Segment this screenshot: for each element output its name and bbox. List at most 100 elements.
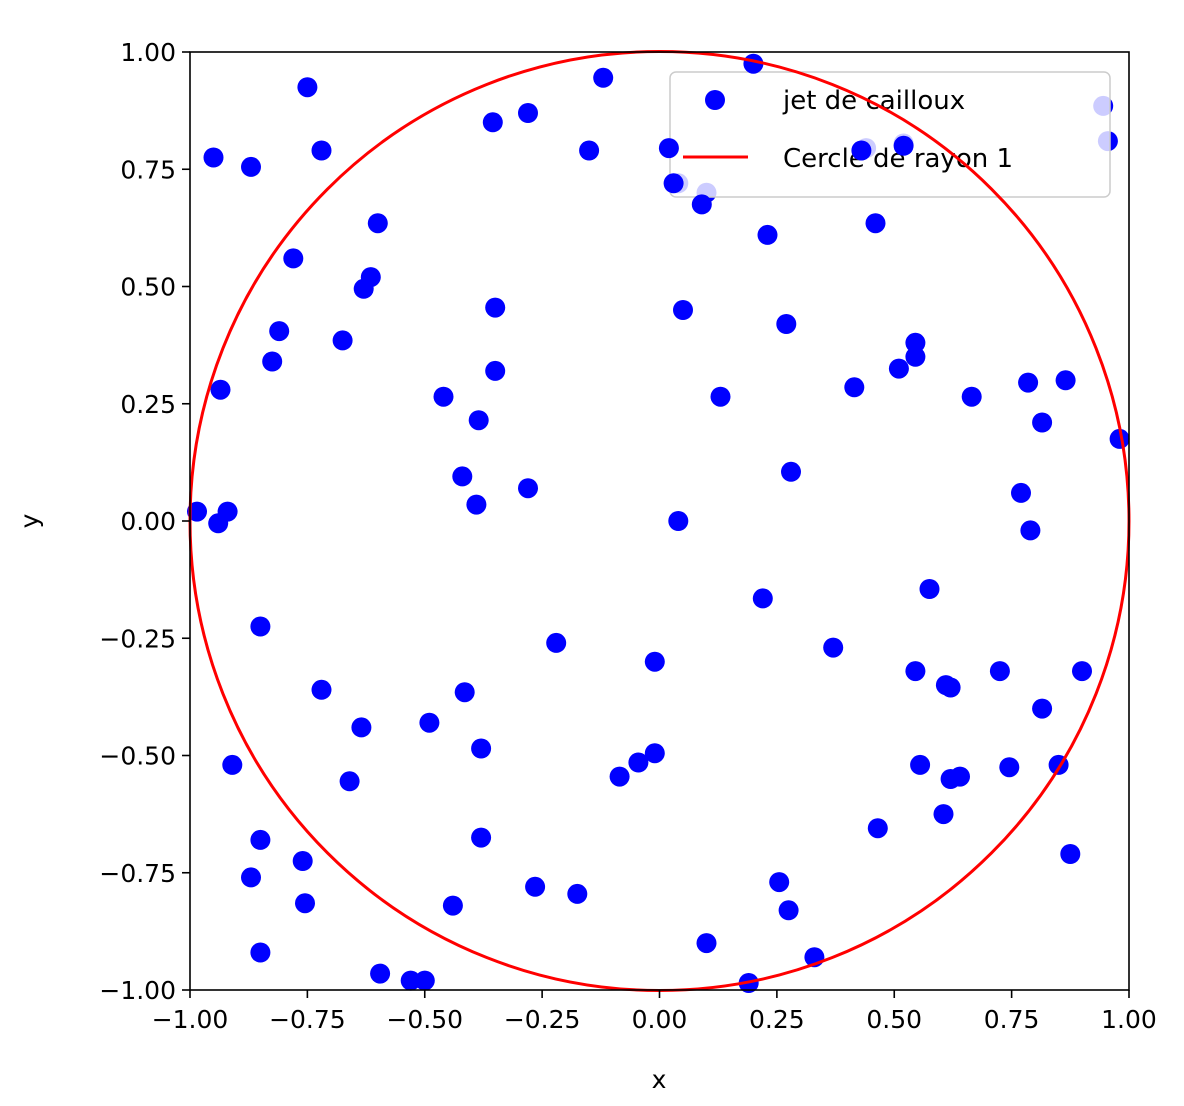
y-tick-label: −0.75 [99, 859, 176, 888]
legend: jet de cailloux Cercle de rayon 1 [669, 71, 1111, 198]
y-axis-label: y [15, 513, 44, 528]
scatter-point [250, 829, 271, 850]
scatter-point [769, 872, 790, 893]
scatter-point [940, 677, 961, 698]
scatter-point [1011, 482, 1031, 503]
scatter-point [778, 900, 799, 921]
x-tick-label: −0.75 [269, 1005, 346, 1034]
scatter-point [339, 771, 360, 792]
x-tick-label: 0.00 [632, 1005, 688, 1034]
scatter-point [518, 103, 538, 123]
scatter-point [844, 377, 865, 398]
scatter-point [332, 330, 353, 351]
y-tick-label: 0.00 [120, 507, 176, 536]
scatter-point [950, 766, 970, 787]
scatter-point [593, 67, 614, 88]
scatter-point [1018, 372, 1039, 393]
scatter-point [905, 332, 926, 353]
scatter-point [696, 933, 717, 954]
scatter-point [269, 321, 290, 342]
scatter-point [351, 717, 372, 738]
points-layer [187, 53, 1130, 993]
scatter-point [757, 224, 778, 245]
scatter-point [710, 386, 731, 407]
scatter-point [1055, 370, 1076, 391]
y-tick-label: −1.00 [99, 976, 176, 1005]
y-tick-label: 0.25 [120, 390, 176, 419]
scatter-point [414, 970, 435, 991]
scatter-point [867, 818, 888, 839]
x-axis-ticks: −1.00 −0.75 −0.50 −0.25 0.00 0.25 0.50 0.75 1.00 [152, 990, 1157, 1034]
scatter-point [485, 360, 506, 381]
scatter-point [905, 661, 926, 682]
scatter-point [250, 942, 271, 963]
scatter-point [471, 827, 492, 848]
scatter-point [400, 970, 421, 991]
scatter-point [208, 513, 229, 534]
scatter-point [1072, 661, 1092, 682]
scatter-point [823, 637, 844, 658]
scatter-point [262, 351, 283, 372]
scatter-point [644, 743, 665, 764]
scatter-point [222, 754, 243, 775]
scatter-point [781, 461, 801, 482]
scatter-point [851, 140, 872, 161]
scatter-point [567, 883, 588, 904]
scatter-point [367, 213, 388, 234]
scatter-point [628, 752, 649, 773]
scatter-point [419, 712, 440, 733]
scatter-point [292, 851, 313, 871]
scatter-point [454, 682, 475, 703]
scatter-point [989, 661, 1010, 682]
y-axis-ticks: −1.00 −0.75 −0.50 −0.25 0.00 0.25 0.50 0.75 1.00 [99, 38, 190, 1005]
scatter-point [203, 147, 224, 168]
scatter-point [658, 138, 679, 159]
scatter-point [311, 679, 332, 700]
scatter-point [518, 478, 538, 499]
legend-box [669, 71, 1111, 198]
scatter-point [644, 651, 665, 672]
scatter-point [468, 410, 489, 431]
scatter-point [353, 278, 374, 299]
legend-marker-dot [705, 90, 725, 110]
scatter-point [546, 632, 567, 653]
scatter-point [283, 248, 304, 269]
x-tick-label: −0.25 [504, 1005, 581, 1034]
scatter-point [893, 135, 914, 156]
scatter-point [370, 963, 391, 984]
scatter-point [933, 804, 954, 825]
scatter-point [1032, 698, 1053, 719]
scatter-point [999, 757, 1020, 778]
scatter-point [525, 876, 546, 897]
scatter-point [210, 379, 231, 400]
scatter-point [311, 140, 332, 161]
scatter-point [888, 358, 909, 379]
scatter-point [1032, 412, 1053, 433]
scatter-point [865, 213, 886, 234]
y-tick-label: −0.50 [99, 742, 176, 771]
scatter-point [250, 616, 271, 637]
x-tick-label: 0.75 [984, 1005, 1040, 1034]
scatter-point [961, 386, 982, 407]
scatter-point [673, 300, 693, 320]
y-tick-label: −0.25 [99, 624, 176, 653]
x-tick-label: 0.25 [749, 1005, 805, 1034]
scatter-point [1060, 844, 1081, 864]
scatter-point [919, 579, 940, 599]
scatter-point [485, 297, 506, 318]
y-tick-label: 0.75 [120, 155, 176, 184]
scatter-point [482, 112, 503, 133]
x-tick-label: −1.00 [152, 1005, 229, 1034]
scatter-point [187, 501, 207, 522]
scatter-point [241, 156, 261, 177]
y-tick-label: 1.00 [120, 38, 176, 67]
scatter-point [1020, 520, 1041, 541]
scatter-point [295, 893, 315, 914]
x-tick-label: 0.50 [866, 1005, 922, 1034]
x-axis-label: x [652, 1065, 667, 1094]
scatter-point [579, 140, 600, 161]
legend-label-dots: jet de cailloux [782, 86, 965, 116]
x-tick-label: 1.00 [1101, 1005, 1157, 1034]
scatter-point [776, 314, 797, 334]
